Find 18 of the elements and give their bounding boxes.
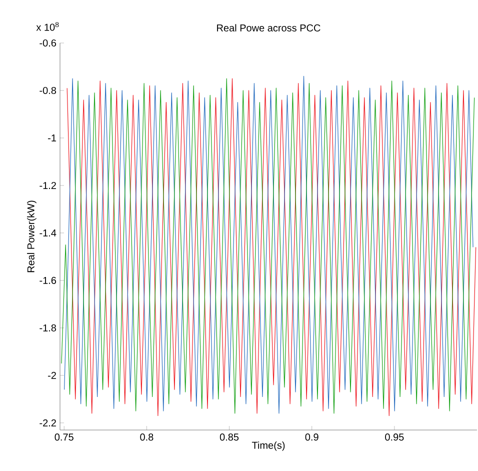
x-tick-label: 0.95 <box>385 434 404 441</box>
y-tick-label: -1.6 <box>40 276 56 284</box>
y-axis-title: Real Power(kW) <box>27 200 36 272</box>
y-tick-label: -1 <box>48 134 56 142</box>
y-tick-label: -2 <box>48 372 56 379</box>
x-tick-label: 0.75 <box>54 434 74 441</box>
x-tick-label: 0.9 <box>305 434 318 441</box>
y-tick-label: -0.8 <box>40 86 56 94</box>
x-tick-label: 0.8 <box>140 434 154 441</box>
y-tick-label: -2.2 <box>40 419 56 426</box>
y-tick-label: -1.4 <box>40 230 56 236</box>
chart-title: Real Powe across PCC <box>217 24 320 32</box>
x-axis-title: Time(s) <box>252 441 285 451</box>
y-tick-label: -1.8 <box>40 324 56 332</box>
y-tick-label: -1.2 <box>40 182 56 189</box>
x-tick-label: 0.85 <box>220 434 239 441</box>
y-tick-label: -0.6 <box>40 39 56 47</box>
text: x 10$^{8}$ <box>36 22 59 31</box>
